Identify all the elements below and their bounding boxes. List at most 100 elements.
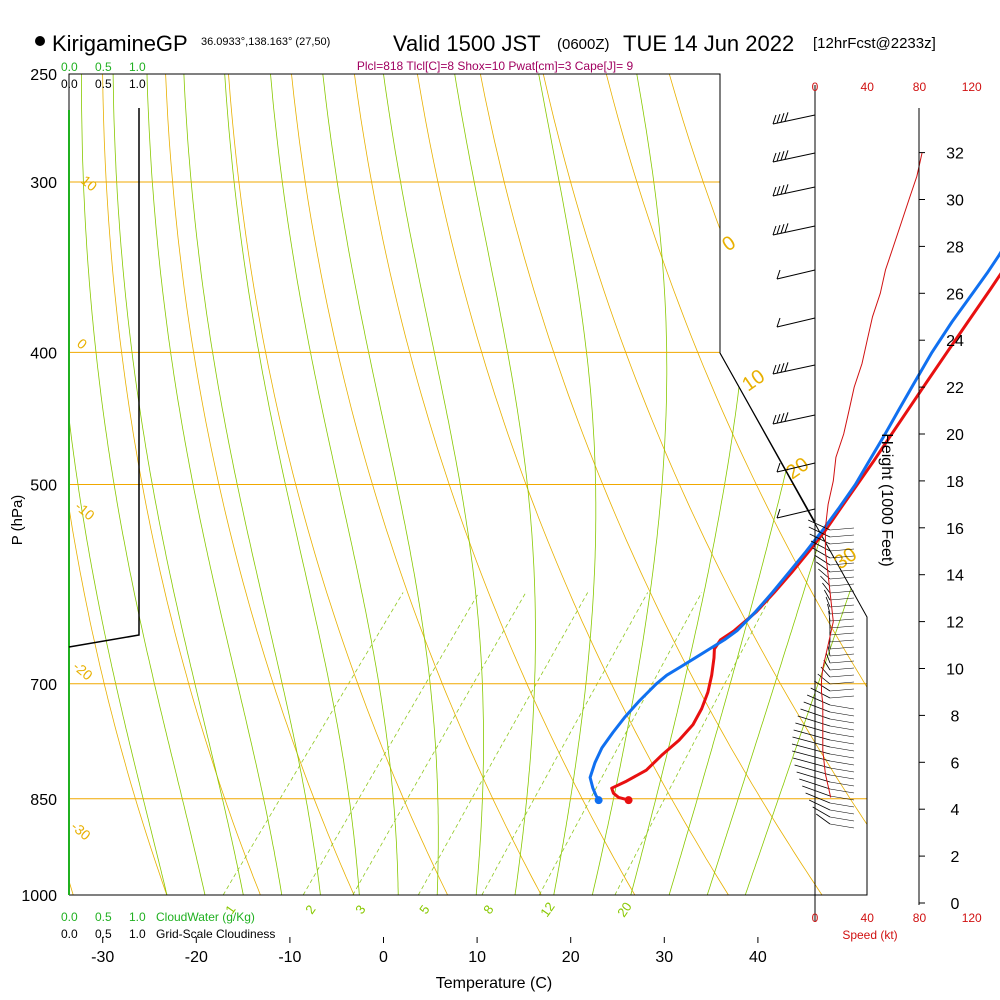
dry-adiabat-line bbox=[164, 74, 368, 895]
wind-barb-feather bbox=[776, 363, 781, 374]
cloudiness-label: Grid-Scale Cloudiness bbox=[156, 927, 275, 941]
height-tick-label: 2 bbox=[951, 849, 960, 866]
speed-tick-label: 80 bbox=[913, 911, 927, 925]
dry-adiabats bbox=[69, 74, 867, 895]
wind-barb bbox=[825, 596, 831, 608]
wind-barb bbox=[825, 652, 831, 664]
moist-adiabat-line bbox=[146, 74, 287, 895]
height-axis-label: Height (1000 Feet) bbox=[878, 433, 895, 566]
wind-barb-feather bbox=[780, 113, 785, 123]
wind-barb-feather bbox=[829, 569, 855, 573]
temp-tick-label: -30 bbox=[91, 949, 114, 966]
wind-barb bbox=[799, 778, 831, 790]
wind-barb-feather bbox=[829, 611, 855, 615]
wind-barb bbox=[806, 694, 831, 706]
height-tick-label: 8 bbox=[951, 708, 960, 725]
wind-barb-feather bbox=[772, 225, 777, 236]
moist-adiabat-line bbox=[533, 74, 597, 895]
mixing-ratio-line bbox=[222, 592, 404, 895]
height-tick-label: 18 bbox=[946, 474, 964, 491]
temp-tick-label: 20 bbox=[562, 949, 580, 966]
moist-adiabat-line bbox=[81, 74, 212, 895]
mixing-ratio-label: 5 bbox=[416, 902, 432, 917]
wind-barb bbox=[776, 508, 816, 519]
wind-barb bbox=[776, 462, 816, 473]
stability-indices: Plcl=818 Tlcl[C]=8 Shox=10 Pwat[cm]=3 Ca… bbox=[357, 59, 634, 73]
mixing-ratio-label: 12 bbox=[537, 899, 558, 919]
wind-barb-feather bbox=[829, 718, 855, 724]
mixing-ratio-lines bbox=[222, 592, 774, 895]
cloud-water-tick-top: 0.0 bbox=[61, 60, 78, 74]
mixing-ratio-line bbox=[614, 592, 774, 895]
pressure-tick-label: 400 bbox=[30, 345, 57, 362]
wind-barb bbox=[772, 364, 816, 375]
cloud-water-tick-bottom: 1.0 bbox=[129, 910, 146, 924]
speed-label: Speed (kt) bbox=[842, 928, 897, 942]
wind-barb-feather bbox=[829, 597, 855, 601]
moist-adiabat-line bbox=[697, 74, 867, 895]
temperature-surface-point bbox=[624, 796, 633, 805]
wind-barb-feather bbox=[829, 562, 855, 566]
speed-tick-label: 80 bbox=[913, 80, 927, 94]
moist-adiabat-line bbox=[735, 74, 867, 895]
dry-adiabat-line bbox=[475, 74, 842, 895]
mixing-ratio-label: 2 bbox=[302, 902, 318, 917]
height-tick-label: 12 bbox=[946, 615, 964, 632]
dry-adiabat-line bbox=[226, 74, 463, 895]
wind-barb-feather bbox=[829, 653, 855, 657]
moist-adiabat-label: 0 bbox=[718, 232, 740, 256]
wind-barb bbox=[814, 680, 831, 692]
valid-date: TUE 14 Jun 2022 bbox=[623, 31, 794, 56]
wind-barb-feather bbox=[776, 151, 781, 162]
mixing-ratio-line bbox=[417, 592, 589, 895]
dry-adiabat-label: -20 bbox=[70, 658, 96, 683]
valid-time: Valid 1500 JST bbox=[393, 31, 541, 56]
wind-barb-feather bbox=[829, 583, 855, 587]
pressure-tick-label: 300 bbox=[30, 175, 57, 192]
sounding-traces bbox=[588, 250, 1000, 805]
height-tick-label: 20 bbox=[946, 427, 964, 444]
moist-adiabat-line bbox=[222, 74, 362, 895]
wind-barb-feather bbox=[829, 646, 855, 650]
station-marker-icon bbox=[35, 36, 45, 46]
wind-barb-feather bbox=[780, 413, 785, 423]
wind-barb bbox=[808, 526, 831, 538]
wind-barb bbox=[805, 792, 831, 804]
wind-barb-feather bbox=[772, 364, 777, 375]
wind-barb-feather bbox=[829, 816, 855, 822]
wind-barb bbox=[820, 575, 831, 587]
moist-adiabat-label: 30 bbox=[830, 543, 861, 574]
mixing-ratio-line bbox=[352, 592, 527, 895]
height-tick-label: 30 bbox=[946, 193, 964, 210]
wind-barb-feather bbox=[776, 508, 781, 519]
pressure-axis: 250 300 400 500 700 850 1000 bbox=[21, 67, 57, 905]
dry-adiabat-label: 10 bbox=[78, 172, 100, 194]
frame-slant bbox=[719, 352, 816, 523]
wind-barb-feather bbox=[829, 823, 855, 829]
valid-zulu: (0600Z) bbox=[557, 36, 610, 53]
moist-adiabat-label: 20 bbox=[782, 453, 813, 484]
dry-adiabat-line bbox=[848, 74, 867, 895]
wind-barb bbox=[772, 186, 816, 197]
wind-barb bbox=[793, 729, 831, 741]
moist-adiabat-line bbox=[268, 74, 399, 895]
temp-tick-label: 40 bbox=[749, 949, 767, 966]
wind-barb-feather bbox=[780, 185, 785, 195]
pressure-tick-label: 850 bbox=[30, 792, 57, 809]
wind-barb-feather bbox=[829, 711, 855, 717]
x-axis-label: Temperature (C) bbox=[436, 975, 552, 992]
wind-barb-feather bbox=[829, 746, 855, 752]
height-tick-label: 0 bbox=[951, 896, 960, 913]
wind-barb-feather bbox=[829, 781, 855, 787]
wind-barb-feather bbox=[776, 413, 781, 424]
wind-barb bbox=[817, 673, 831, 685]
temp-tick-label: 30 bbox=[655, 949, 673, 966]
wind-barb-feather bbox=[776, 462, 781, 473]
wind-barb-feather bbox=[829, 639, 855, 643]
moist-adiabat-line bbox=[319, 74, 439, 895]
wind-barb-feather bbox=[776, 317, 781, 328]
mixing-ratio-line bbox=[481, 592, 649, 895]
wind-barb bbox=[776, 317, 816, 328]
